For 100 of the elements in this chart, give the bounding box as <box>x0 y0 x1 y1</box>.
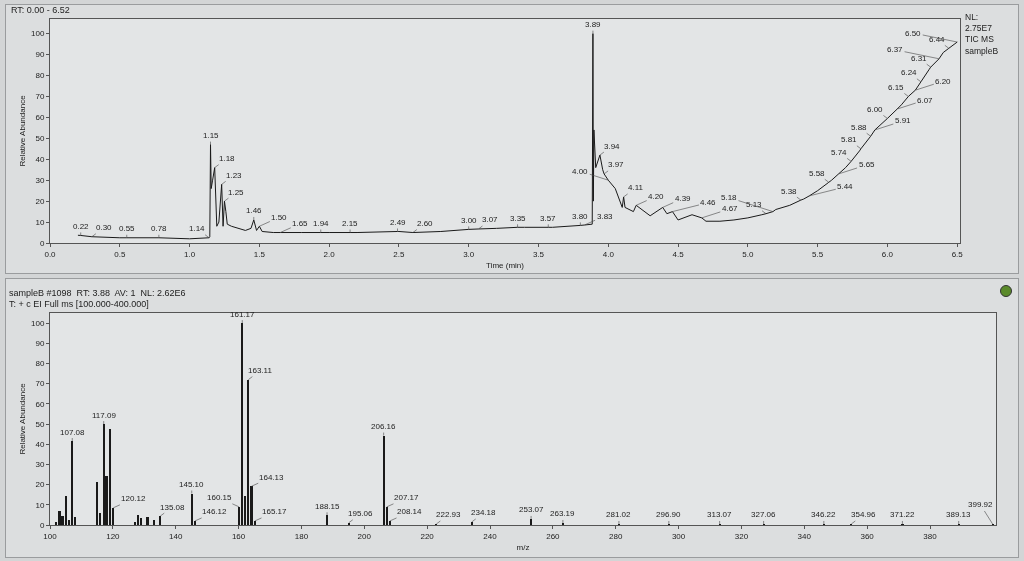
y-tick-label: 90 <box>35 50 45 60</box>
x-tick-label: 2.0 <box>323 249 336 259</box>
annotation: 164.13 <box>259 473 285 482</box>
x-tick-label: 160 <box>231 531 246 541</box>
annotation: 2.49 <box>390 218 407 227</box>
y-axis-title: Relative Abundance <box>17 382 27 455</box>
y-tick-label: 60 <box>35 113 45 123</box>
annotation: 6.50 <box>905 29 922 38</box>
annotation: 208.14 <box>397 507 423 516</box>
annotation: 0.22 <box>73 222 90 231</box>
y-tick-label: 0 <box>39 238 45 248</box>
annotation: 5.91 <box>895 116 912 125</box>
annotation: 5.18 <box>721 193 738 202</box>
y-tick-label: 20 <box>35 480 45 490</box>
y-tick-label: 70 <box>35 379 45 389</box>
y-tick-label: 100 <box>31 29 45 39</box>
x-tick-label: 340 <box>797 531 812 541</box>
annotation: 222.93 <box>436 510 462 519</box>
x-tick-label: 5.5 <box>812 249 824 259</box>
annotation: 1.25 <box>228 188 245 197</box>
annotation: 313.07 <box>707 510 733 519</box>
y-tick-label: 50 <box>35 419 45 429</box>
annotation: 3.89 <box>585 20 602 29</box>
annotation: 4.39 <box>675 194 692 203</box>
annotation: 4.20 <box>648 192 665 201</box>
annotation: 1.23 <box>226 171 243 180</box>
y-tick-label: 20 <box>35 196 45 206</box>
y-tick-label: 80 <box>35 71 45 81</box>
x-tick-label: 5.0 <box>742 249 754 259</box>
x-tick-label: 3.0 <box>463 249 475 259</box>
x-tick-label: 200 <box>357 531 372 541</box>
annotation: 6.07 <box>917 96 934 105</box>
x-tick-label: 1.5 <box>253 249 266 259</box>
annotation: 6.15 <box>888 83 905 92</box>
annotation: 160.15 <box>207 493 233 502</box>
annotation: 5.65 <box>859 160 876 169</box>
x-tick-label: 1.0 <box>184 249 196 259</box>
annotation: 135.08 <box>160 503 186 512</box>
x-tick-label: 3.5 <box>532 249 545 259</box>
annotation: 6.44 <box>929 35 946 44</box>
bar <box>58 510 61 525</box>
y-tick-label: 30 <box>35 176 45 185</box>
y-tick-label: 10 <box>35 500 45 510</box>
bar <box>152 520 155 525</box>
text: 2.75E7 <box>965 23 993 33</box>
annotation: 145.10 <box>179 480 205 489</box>
x-tick-label: 4.5 <box>672 249 685 259</box>
annotation: 0.55 <box>119 224 136 233</box>
x-tick-label: 2.5 <box>393 249 406 259</box>
x-tick-label: 4.0 <box>602 249 615 259</box>
chart-subtitle: T: + c EI Full ms [100.000-400.000] <box>9 299 149 309</box>
annotation: 263.19 <box>550 509 576 518</box>
annotation: 3.97 <box>608 160 625 169</box>
annotation: 327.06 <box>751 510 777 519</box>
x-tick-label: 280 <box>609 531 623 541</box>
annotation: 165.17 <box>262 507 288 516</box>
annotation: 1.18 <box>219 154 236 163</box>
annotation: 5.81 <box>841 135 858 144</box>
x-axis-title: Time (min) <box>486 260 525 270</box>
bar <box>146 516 149 525</box>
annotation: 5.44 <box>837 182 854 191</box>
annotation: 3.00 <box>461 216 478 225</box>
text: sampleB <box>965 46 999 56</box>
annotation: 195.06 <box>348 509 374 518</box>
annotation: 6.31 <box>911 54 928 63</box>
bar <box>71 441 74 525</box>
y-tick-label: 90 <box>35 339 45 349</box>
annotation: 2.15 <box>342 219 359 228</box>
bar <box>241 323 244 525</box>
annotation: 206.16 <box>371 422 397 431</box>
annotation: 1.65 <box>292 219 309 228</box>
bar <box>64 496 67 525</box>
x-tick-label: 220 <box>420 531 435 541</box>
annotation: 296.90 <box>656 510 682 519</box>
annotation: 1.15 <box>203 131 220 140</box>
annotation: 6.00 <box>867 105 884 114</box>
x-tick-label: 300 <box>671 531 686 541</box>
y-tick-label: 50 <box>35 134 45 144</box>
x-tick-label: 120 <box>106 531 121 541</box>
y-tick-label: 40 <box>35 440 45 450</box>
x-tick-label: 140 <box>169 531 183 541</box>
x-tick-label: 0.5 <box>114 249 126 259</box>
annotation: 253.07 <box>519 505 545 514</box>
annotation: 3.35 <box>510 214 527 223</box>
annotation: 0.78 <box>151 224 168 233</box>
x-tick-label: 360 <box>860 531 875 541</box>
annotation: 2.60 <box>417 219 434 228</box>
annotation: 1.46 <box>246 206 263 215</box>
annotation: 4.46 <box>700 198 717 207</box>
annotation: 346.22 <box>811 510 837 519</box>
y-tick-label: 80 <box>35 359 45 369</box>
x-axis-title: m/z <box>516 542 530 552</box>
annotation: 207.17 <box>394 493 420 502</box>
y-tick-label: 70 <box>35 92 45 102</box>
annotation: 3.57 <box>540 214 557 223</box>
y-axis-title: Relative Abundance <box>17 94 27 167</box>
x-tick-label: 380 <box>923 531 938 541</box>
annotation: 281.02 <box>606 510 632 519</box>
bar <box>529 518 533 525</box>
text: NL: <box>965 12 979 22</box>
